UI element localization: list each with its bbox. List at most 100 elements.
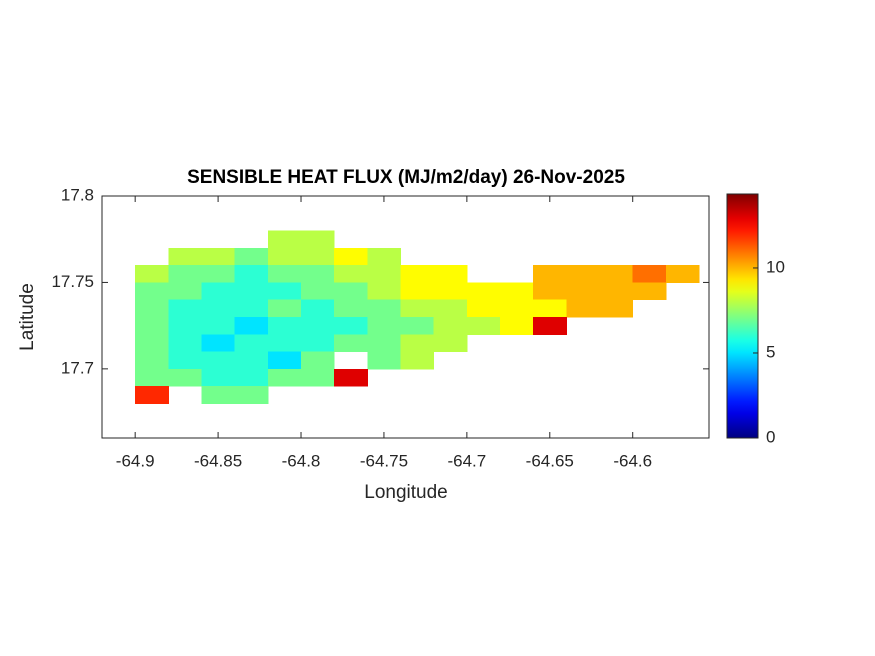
heat-cell	[500, 317, 534, 335]
heat-cell	[234, 282, 269, 301]
heat-cell	[367, 282, 402, 301]
heat-cell	[632, 265, 667, 283]
heat-cell	[267, 368, 302, 387]
heat-cell	[201, 265, 236, 283]
colorbar-tick-label: 5	[766, 342, 775, 361]
heat-cell	[334, 334, 368, 353]
heat-cell	[566, 299, 601, 318]
x-tick-label: -64.75	[360, 451, 408, 470]
heat-cell	[135, 282, 169, 301]
y-tick-label: 17.8	[61, 185, 94, 204]
heat-cell	[301, 334, 335, 353]
colorbar-tick-label: 0	[766, 427, 775, 446]
heat-cell	[168, 265, 203, 283]
heat-cell	[267, 247, 302, 266]
heat-cell	[466, 317, 501, 335]
heat-cell	[334, 317, 368, 335]
heat-cell	[168, 334, 203, 353]
colorbar: 0 5 10	[726, 193, 785, 446]
heat-cell	[533, 317, 567, 335]
heat-cell	[267, 282, 302, 301]
axes-box	[101, 195, 710, 439]
heat-cell	[135, 317, 169, 335]
heat-cell	[334, 265, 368, 283]
heat-cell	[433, 282, 468, 301]
heat-cell	[367, 351, 402, 370]
heat-cell	[267, 334, 302, 353]
colorbar-box	[726, 193, 759, 439]
heat-cell	[234, 265, 269, 283]
heat-cell	[267, 299, 302, 318]
heat-cell	[367, 299, 402, 318]
x-tick-label: -64.65	[526, 451, 574, 470]
heat-cell	[301, 247, 335, 266]
heat-cell	[201, 317, 236, 335]
heat-cell	[301, 282, 335, 301]
heat-cell	[301, 368, 335, 387]
heat-cell	[267, 230, 302, 249]
heat-cell	[135, 334, 169, 353]
x-tick-label: -64.9	[116, 451, 155, 470]
heat-cell	[267, 351, 302, 370]
heat-cell	[135, 368, 169, 387]
heat-cell	[234, 368, 269, 387]
heat-cell	[400, 334, 435, 353]
heat-cell	[135, 265, 169, 283]
heat-cell	[533, 265, 567, 283]
heat-cell	[301, 317, 335, 335]
heat-cell	[168, 247, 203, 266]
heat-cell	[267, 317, 302, 335]
heat-cell	[433, 334, 468, 353]
heat-cell	[599, 282, 634, 301]
heat-cell	[533, 299, 567, 318]
heat-cell	[301, 351, 335, 370]
heat-cell	[135, 351, 169, 370]
heat-cell	[201, 386, 236, 404]
heat-cell	[135, 386, 169, 404]
heat-cell	[201, 247, 236, 266]
x-tick-label: -64.8	[282, 451, 321, 470]
heat-cell	[433, 317, 468, 335]
heat-cell	[566, 265, 601, 283]
heat-cell	[566, 282, 601, 301]
heat-cell	[400, 265, 435, 283]
x-tick-label: -64.6	[613, 451, 652, 470]
heat-cell	[301, 299, 335, 318]
heat-cell	[234, 317, 269, 335]
heat-cell	[334, 368, 368, 387]
heat-cell	[400, 317, 435, 335]
heat-cell	[632, 282, 667, 301]
x-tick-label: -64.7	[447, 451, 486, 470]
heat-cell	[599, 265, 634, 283]
heat-cell	[500, 282, 534, 301]
heat-cell	[168, 282, 203, 301]
heat-cell	[301, 265, 335, 283]
heat-cell	[533, 282, 567, 301]
heat-cell	[168, 317, 203, 335]
heat-cell	[433, 265, 468, 283]
y-tick-label: 17.7	[61, 358, 94, 377]
heat-cell	[665, 265, 700, 283]
heat-cell	[201, 368, 236, 387]
heat-cell	[201, 299, 236, 318]
heat-cell	[500, 299, 534, 318]
heat-cell	[201, 282, 236, 301]
heat-cell	[234, 247, 269, 266]
heat-cell	[433, 299, 468, 318]
heat-cell	[301, 230, 335, 249]
heat-cell	[234, 299, 269, 318]
heat-cell	[168, 351, 203, 370]
x-tick-label: -64.85	[194, 451, 242, 470]
axes: -64.9 -64.85 -64.8 -64.75 -64.7 -64.65 -64.6 17…	[51, 185, 710, 470]
heat-cell	[334, 299, 368, 318]
x-axis-label: Longitude	[364, 482, 447, 503]
heat-cell	[334, 282, 368, 301]
heat-cell	[367, 247, 402, 266]
heat-cell	[334, 247, 368, 266]
heat-cell	[400, 299, 435, 318]
heat-cell	[599, 299, 634, 318]
heat-cell	[466, 282, 501, 301]
colorbar-fill	[727, 194, 758, 438]
chart-title: SENSIBLE HEAT FLUX (MJ/m2/day) 26-Nov-20…	[187, 167, 625, 188]
